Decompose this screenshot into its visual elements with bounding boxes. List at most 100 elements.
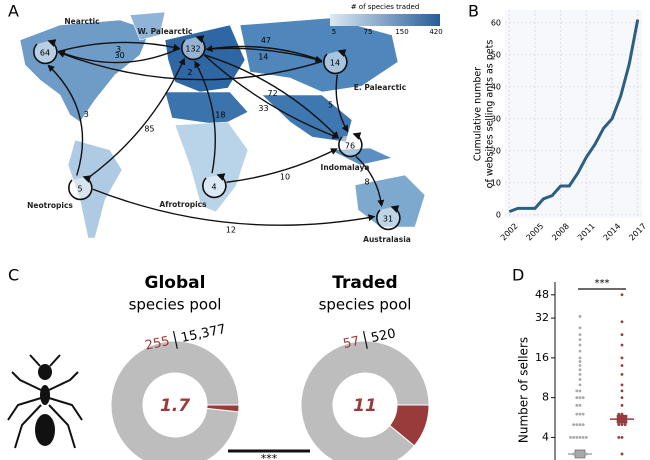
point	[620, 293, 624, 297]
flow-label: 30	[115, 51, 125, 60]
y-tick-label: 60	[491, 18, 501, 27]
panel-letter: B	[468, 2, 479, 21]
flow-label: 5	[328, 101, 333, 110]
x-tick-label: 2017	[627, 222, 648, 243]
total-count: 15,377	[180, 322, 228, 346]
y-tick-label: 40	[491, 82, 501, 91]
flow-label: 47	[261, 36, 271, 45]
point	[620, 436, 624, 439]
point	[578, 314, 582, 318]
north-africa	[164, 91, 249, 126]
flow-label: 12	[226, 225, 236, 234]
flow-arrow	[87, 57, 186, 179]
donut-wedge	[388, 404, 430, 447]
self-loop	[33, 39, 58, 65]
total-count: 520	[370, 326, 397, 346]
donut-rest	[300, 340, 430, 460]
x-tick-label: 2008	[550, 222, 571, 243]
loop-label: 4	[211, 183, 216, 192]
point	[617, 423, 621, 427]
donut-rest	[110, 340, 240, 460]
south-asia	[261, 94, 353, 143]
flow-label: 3	[116, 45, 121, 54]
loop-label: 64	[40, 49, 50, 58]
loop-label: 31	[383, 215, 393, 224]
region-name: Australasia	[363, 235, 411, 244]
point	[575, 412, 579, 416]
colorbar-tick: 5	[332, 28, 336, 36]
donut-center: 11	[353, 396, 377, 416]
colorbar-tick: 420	[429, 28, 442, 36]
australia	[354, 174, 426, 228]
africa	[174, 121, 249, 213]
point	[578, 360, 582, 363]
x-tick-label: 2014	[602, 222, 623, 243]
flow-arrow	[57, 51, 323, 81]
flow-arrow	[335, 74, 349, 133]
y-tick-label: 32	[535, 311, 549, 324]
colorbar-title: # of species traded	[351, 3, 420, 11]
point	[578, 343, 582, 347]
y-tick-label: 30	[491, 114, 501, 123]
donut-subtitle: species pool	[129, 296, 222, 314]
y-tick-label: 10	[491, 178, 501, 187]
panel-letter: D	[512, 266, 524, 285]
point	[578, 377, 582, 381]
point	[575, 403, 579, 407]
y-tick-label: 0	[496, 210, 501, 219]
loop-label: 5	[77, 185, 82, 194]
point	[620, 423, 624, 427]
point	[578, 333, 582, 336]
colorbar-tick: 150	[395, 28, 408, 36]
selected-count: 255	[144, 334, 171, 354]
region-name: Nearctic	[64, 17, 99, 26]
flow-arrow	[47, 64, 84, 176]
point	[620, 372, 624, 376]
self-loop	[181, 35, 206, 61]
region-name: E. Palearctic	[354, 83, 406, 92]
self-loop	[68, 175, 93, 201]
y-tick-label: 20	[491, 146, 501, 155]
point	[585, 436, 588, 439]
y-tick-label: 4	[542, 430, 549, 443]
donut-title: Traded	[332, 273, 397, 293]
y-tick-label: 16	[535, 351, 549, 364]
self-loop	[202, 173, 227, 199]
point	[578, 349, 582, 353]
region-name: Afrotropics	[159, 200, 207, 209]
point	[572, 436, 575, 439]
selected-count: 57	[342, 334, 361, 352]
point	[578, 396, 582, 400]
significance: ***	[261, 452, 278, 460]
donut-wedge	[206, 404, 240, 413]
flow-label: 10	[280, 173, 290, 182]
point	[620, 452, 624, 456]
colorbar-tick: 75	[364, 28, 373, 36]
north-america	[19, 19, 151, 123]
point	[578, 403, 582, 407]
y-tick-label: 48	[535, 288, 549, 301]
flow-arrow	[355, 156, 385, 207]
point	[578, 364, 582, 367]
loop-label: 14	[330, 59, 340, 68]
point	[623, 423, 627, 427]
donut-subtitle: species pool	[319, 296, 412, 314]
point	[620, 320, 624, 324]
point	[578, 389, 582, 393]
point	[572, 423, 575, 427]
self-loop	[323, 49, 348, 75]
y-axis-label: Number of sellers	[517, 337, 531, 443]
flow-label: 8	[364, 177, 369, 186]
flow-arrow	[57, 41, 181, 53]
flow-label: 3	[84, 110, 89, 119]
point	[575, 436, 579, 439]
point	[578, 338, 582, 341]
separator	[362, 331, 368, 349]
point	[581, 436, 585, 439]
x-tick-label: 2002	[499, 222, 520, 243]
flow-arrow	[57, 47, 181, 64]
x-tick-label: 2011	[576, 222, 597, 243]
loop-label: 76	[345, 142, 355, 151]
loop-label: 132	[185, 45, 200, 54]
donut-title: Global	[145, 273, 206, 293]
